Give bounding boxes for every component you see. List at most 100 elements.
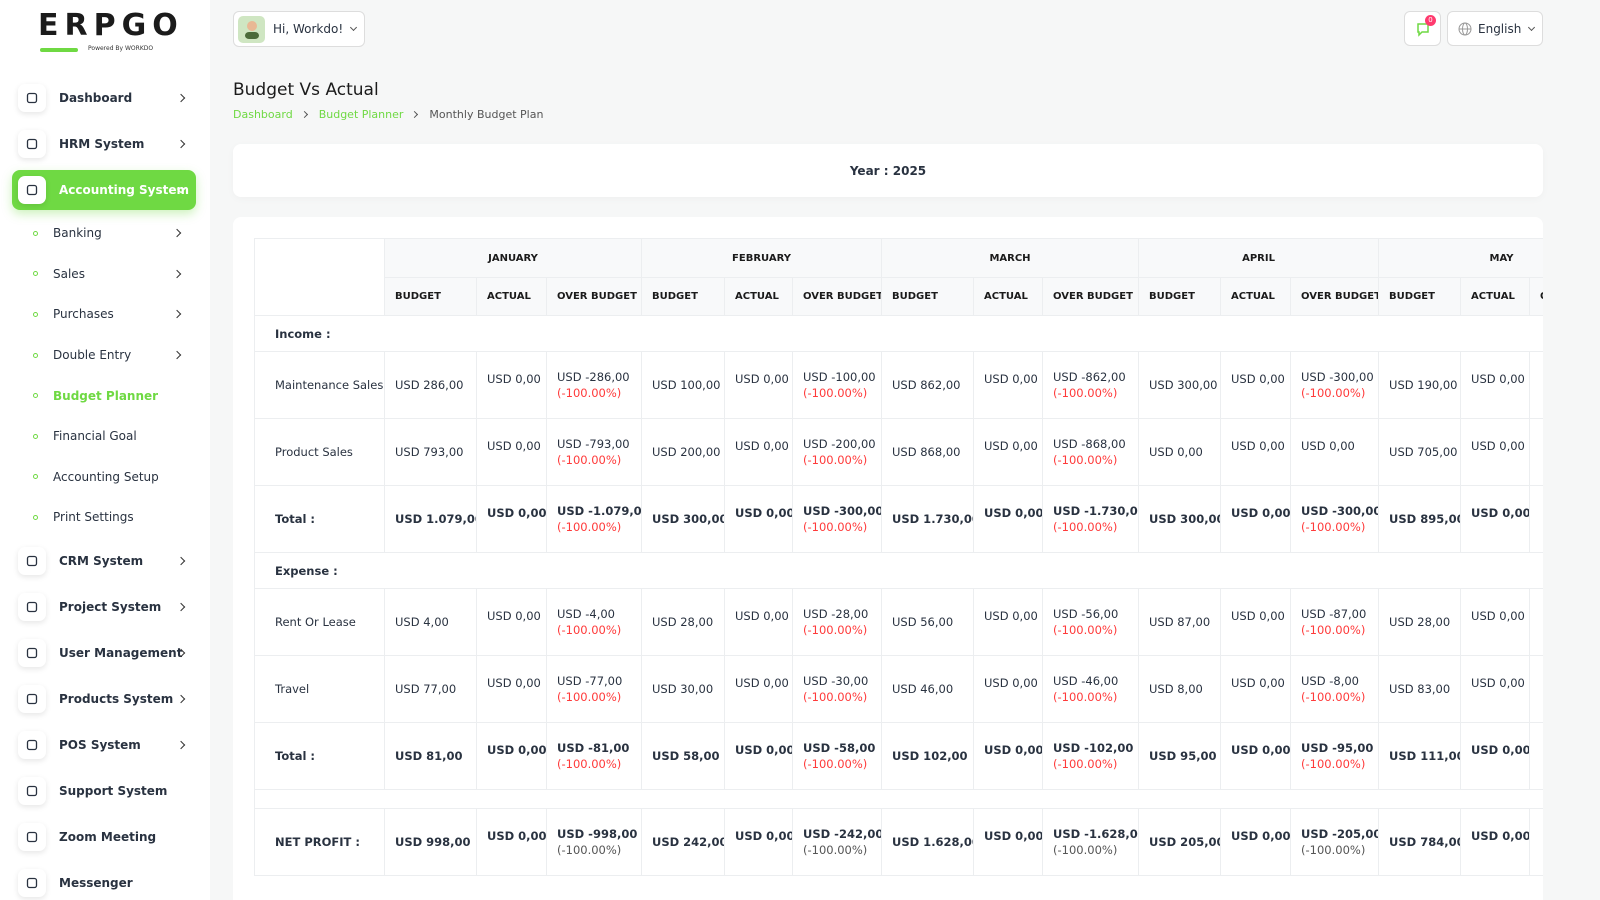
column-header: OVER BUDGET (791, 277, 883, 316)
over-budget-value: USD -300,00 (803, 504, 882, 518)
nav-item[interactable]: Support System (12, 768, 196, 814)
over-budget-percent: (-100.00%) (1301, 843, 1366, 857)
chevron (176, 139, 186, 149)
actual-cell: USD 0,00 (973, 485, 1044, 553)
nav-item[interactable]: Dashboard (12, 75, 196, 121)
sub-nav-item[interactable]: Sales (12, 254, 196, 295)
over-budget-value: USD -28,00 (803, 607, 869, 621)
nav-item[interactable]: POS System (12, 722, 196, 768)
budget-cell: USD 56,00 (881, 588, 975, 656)
over-budget-value: USD -205,00 (1301, 827, 1379, 841)
over-budget-percent: (-100.00%) (557, 623, 622, 637)
over-budget-cell: USD -46,00 (-100.00%) (1042, 655, 1140, 723)
corner-cell (254, 238, 385, 316)
table-card: JANUARY FEBRUARY MARCH APRIL MAY BUDGET ACTUAL… (233, 217, 1543, 900)
breadcrumb-separator (411, 110, 419, 119)
budget-cell: USD 190,00 (1378, 351, 1462, 419)
nav-item[interactable]: CRM System (12, 538, 196, 584)
actual-cell: USD 0,00 (1220, 418, 1292, 486)
column-header: ACTUAL (724, 277, 793, 316)
row-label: Travel (254, 655, 385, 723)
nav-item[interactable]: Products System (12, 676, 196, 722)
year-label: Year : 2025 (849, 163, 927, 178)
actual-cell: USD 0,00 (476, 418, 547, 486)
row-label: Maintenance Sales (254, 351, 385, 419)
sub-nav-item[interactable]: Print Settings (12, 497, 196, 538)
sub-nav-label: Double Entry (53, 348, 132, 363)
nav-icon (18, 730, 46, 759)
nav-label: Dashboard (59, 91, 133, 105)
sub-nav-label: Print Settings (53, 510, 134, 525)
page-title: Budget Vs Actual (233, 80, 379, 100)
over-budget-percent: (-100.00%) (557, 520, 622, 534)
nav-item[interactable]: Project System (12, 584, 196, 630)
over-budget-cell (1529, 588, 1543, 656)
budget-cell: USD 793,00 (384, 418, 477, 486)
nav-label: Project System (59, 599, 162, 614)
over-budget-percent: (-100.00%) (1053, 690, 1118, 704)
budget-cell: USD 205,00 (1138, 808, 1222, 876)
sub-nav-label: Purchases (53, 307, 114, 322)
over-budget-value: USD -95,00 (1301, 741, 1374, 755)
sub-nav-item[interactable]: Budget Planner (12, 375, 196, 416)
column-header: BUDGET (1378, 277, 1462, 316)
over-budget-percent: (-100.00%) (1053, 453, 1118, 467)
bullet (33, 514, 38, 520)
table-head: JANUARY FEBRUARY MARCH APRIL MAY BUDGET ACTUAL… (254, 238, 1543, 316)
actual-cell: USD 0,00 (973, 351, 1044, 419)
breadcrumb-link[interactable]: Budget Planner (318, 108, 404, 121)
sub-nav-item[interactable]: Banking (12, 213, 196, 254)
nav-item[interactable]: HRM System (12, 121, 196, 167)
over-budget-percent: (-100.00%) (803, 453, 868, 467)
sub-nav-item[interactable]: Financial Goal (12, 416, 196, 457)
over-budget-percent: (-100.00%) (1053, 843, 1118, 857)
row-label: Product Sales (254, 418, 385, 486)
nav-icon-glyph (26, 184, 38, 196)
nav-item[interactable]: Zoom Meeting (12, 814, 196, 860)
chevron (176, 694, 186, 703)
row-label: NET PROFIT : (254, 808, 385, 876)
nav-item[interactable]: Accounting System (12, 170, 196, 210)
budget-cell: USD 784,00 (1378, 808, 1462, 876)
actual-cell: USD 0,00 (724, 655, 793, 723)
logo[interactable]: ERPGO Powered By WORKDO (38, 10, 184, 52)
sub-nav-item[interactable]: Accounting Setup (12, 457, 196, 498)
column-header: ACTUAL (476, 277, 547, 316)
over-budget-value: USD -998,00 (557, 827, 638, 841)
over-budget-percent: (-100.00%) (1053, 757, 1118, 771)
chevron (176, 740, 186, 749)
over-budget-percent: (-100.00%) (1301, 623, 1366, 637)
row-label: Rent Or Lease (254, 588, 385, 656)
language-selector[interactable]: English (1447, 11, 1543, 46)
nav-item[interactable]: Messenger (12, 860, 196, 900)
user-menu[interactable]: Hi, Workdo! (233, 11, 366, 47)
nav-label: Zoom Meeting (59, 829, 157, 844)
nav-icon (18, 84, 46, 112)
actual-cell: USD 0,00 (1460, 418, 1531, 486)
budget-table: JANUARY FEBRUARY MARCH APRIL MAY BUDGET ACTUAL… (254, 238, 1543, 876)
nav-item[interactable]: User Management (12, 630, 196, 676)
column-header: OVER BUDGET (1290, 277, 1380, 316)
year-card: Year : 2025 (233, 144, 1543, 197)
sub-nav-item[interactable]: Purchases (12, 294, 196, 335)
breadcrumb-link[interactable]: Dashboard (233, 108, 293, 121)
over-budget-value: USD -242,00 (803, 827, 882, 841)
over-budget-value: USD -1.628,00 (1053, 827, 1139, 841)
column-header: BUDGET (384, 277, 477, 316)
over-budget-cell: USD -793,00 (-100.00%) (546, 418, 642, 486)
over-budget-cell: USD 0,00 (1290, 418, 1380, 486)
over-budget-cell: USD -56,00 (-100.00%) (1042, 588, 1140, 656)
month-header: FEBRUARY (640, 238, 883, 278)
over-budget-cell: USD -242,00 (-100.00%) (791, 808, 883, 876)
over-budget-value: USD -300,00 (1301, 370, 1374, 384)
sub-nav-item[interactable]: Double Entry (12, 335, 196, 376)
notification-button[interactable]: 0 (1404, 11, 1441, 46)
budget-cell: USD 83,00 (1378, 655, 1462, 723)
nav-icon-glyph (26, 831, 38, 842)
over-budget-cell: USD -862,00 (-100.00%) (1042, 351, 1140, 419)
actual-cell: USD 0,00 (973, 418, 1044, 486)
sub-nav-label: Banking (53, 226, 102, 241)
month-header: MARCH (881, 238, 1140, 278)
over-budget-cell (1529, 655, 1543, 723)
budget-cell: USD 0,00 (1138, 418, 1222, 486)
